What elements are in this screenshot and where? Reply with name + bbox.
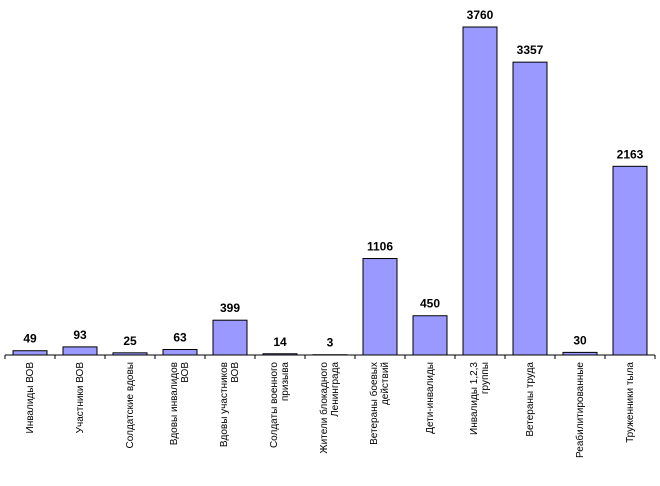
value-label: 450	[420, 297, 440, 311]
x-tick-label: Реабилитированные	[574, 362, 586, 458]
bar	[612, 165, 648, 356]
x-tick-label: Ветераны труда	[524, 362, 536, 437]
value-label: 30	[573, 333, 587, 347]
x-tick-label: Вдовы инвалидов ВОВ	[169, 362, 191, 446]
bar	[362, 258, 398, 356]
x-tick-label: Участники ВОВ	[74, 362, 86, 434]
bar	[512, 61, 548, 356]
bar	[162, 349, 198, 356]
x-tick-label: Дети-инвалиды	[424, 362, 436, 434]
value-label: 93	[73, 328, 87, 342]
x-tick-label: Труженники тыла	[624, 362, 636, 443]
x-tick-label: Инвалиды 1,2,3 группы	[469, 362, 491, 435]
value-label: 3	[327, 336, 334, 350]
x-tick-label: Жители блокадного Ленинграда	[319, 362, 341, 454]
x-tick-label: Инвалиды ВОВ	[24, 362, 36, 434]
bar	[412, 315, 448, 356]
value-label: 14	[273, 335, 287, 349]
bar	[62, 346, 98, 356]
bar	[462, 26, 498, 356]
value-label: 1106	[367, 240, 393, 254]
bar	[212, 319, 248, 356]
value-label: 2163	[617, 147, 644, 161]
value-label: 49	[23, 332, 37, 346]
x-tick-label: Вдовы участников ВОВ	[219, 362, 241, 448]
x-tick-label: Солдатские вдовы	[124, 362, 136, 449]
bar	[12, 350, 48, 356]
value-label: 3357	[517, 43, 544, 57]
x-tick-label: Ветераны боевых действий	[369, 362, 391, 445]
value-label: 3760	[467, 8, 494, 22]
value-label: 399	[220, 301, 240, 315]
value-label: 63	[173, 331, 187, 345]
x-tick-label: Солдаты военного призыва	[269, 362, 291, 449]
value-label: 25	[123, 334, 137, 348]
